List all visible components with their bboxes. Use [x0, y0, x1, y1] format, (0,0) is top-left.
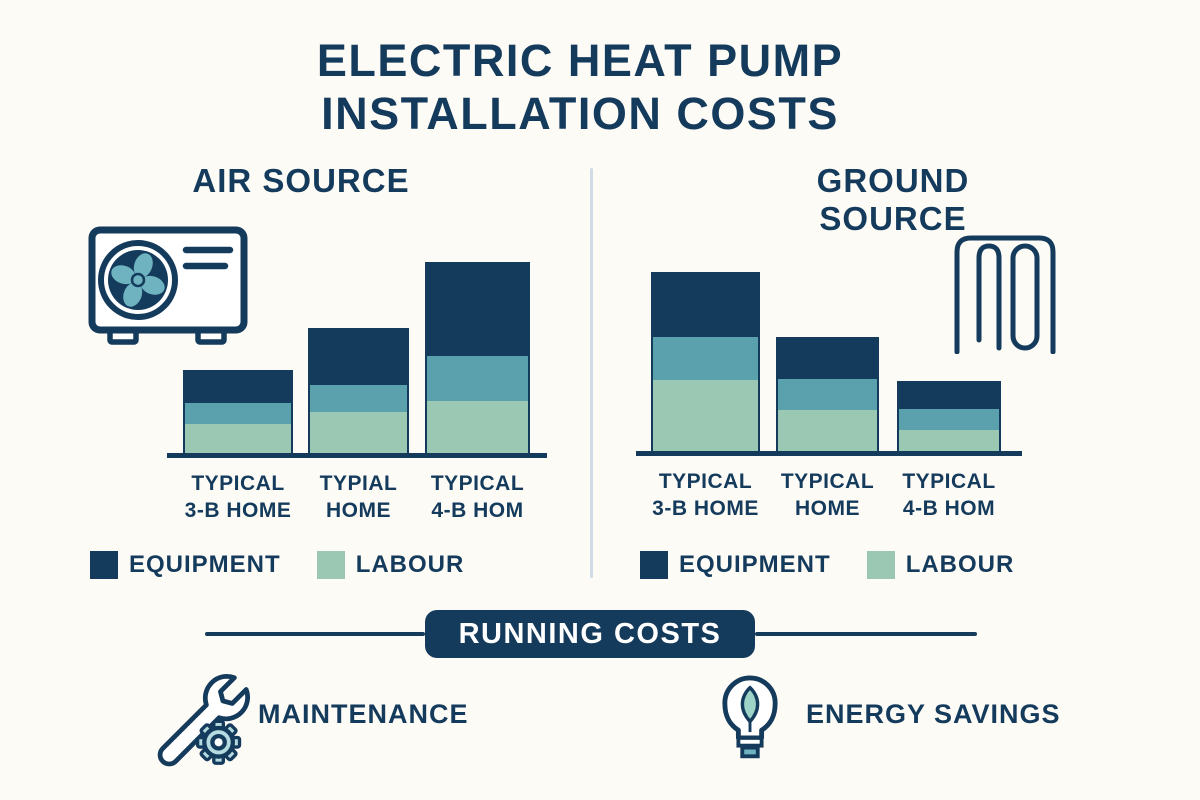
labour-swatch-icon	[866, 551, 895, 579]
bar-category-label: TYPICAL 4-B HOM	[902, 470, 996, 520]
legend-item-equipment: EQUIPMENT	[90, 551, 281, 579]
bar-category-label: TYPIAL HOME	[319, 472, 398, 522]
bar-segment-mid-unlabeled	[310, 385, 407, 413]
ground-source-chart: TYPICAL 3-B HOME TYPICAL HOME TYPICAL 4-B HOM	[636, 260, 1022, 520]
bar-segment-equipment	[427, 264, 528, 357]
bar-segment-equipment	[653, 274, 758, 337]
equipment-legend-label: EQUIPMENT	[679, 551, 831, 578]
energy-savings-label: ENERGY SAVINGS	[806, 699, 1061, 729]
running-costs-banner: RUNNING COSTS	[425, 610, 755, 658]
bar-segment-mid-unlabeled	[185, 403, 291, 425]
bar-segment-equipment	[899, 383, 999, 409]
legend-item-equipment: EQUIPMENT	[640, 551, 831, 579]
bar-segment-labour	[185, 424, 291, 455]
bar-segment-mid-unlabeled	[427, 356, 528, 402]
stacked-bar	[651, 272, 760, 454]
labour-swatch-icon	[316, 551, 345, 579]
air-source-heat-pump-icon	[88, 226, 248, 345]
bar-segment-mid-unlabeled	[778, 378, 877, 410]
bar-segment-labour	[899, 430, 999, 452]
air-source-legend: EQUIPMENT LABOUR	[90, 551, 464, 579]
stacked-bar	[308, 328, 409, 456]
ground-source-legend: EQUIPMENT LABOUR	[640, 551, 1014, 579]
bar-category-label: TYPICAL 3-B HOME	[184, 472, 292, 522]
bar-segment-equipment	[310, 330, 407, 386]
maintenance-label: MAINTENANCE	[258, 699, 469, 729]
bar-segment-equipment	[185, 372, 291, 404]
ground-loop-pipes-icon	[954, 235, 1056, 354]
bar-segment-mid-unlabeled	[899, 408, 999, 431]
bar-category-label: TYPICAL 3-B HOME	[652, 470, 759, 520]
bar-segment-labour	[427, 401, 528, 454]
bar-segment-labour	[778, 409, 877, 452]
air-source-chart: TYPICAL 3-B HOME TYPIAL HOME TYPICAL 4-B HOM	[167, 260, 547, 522]
stacked-bar	[425, 262, 530, 456]
stacked-bar	[183, 370, 293, 456]
bar-segment-labour	[653, 379, 758, 452]
bar-segment-mid-unlabeled	[653, 336, 758, 380]
labour-legend-label: LABOUR	[355, 551, 465, 578]
labour-legend-label: LABOUR	[905, 551, 1015, 578]
bar-category-label: TYPICAL 4-B HOM	[430, 472, 525, 522]
legend-item-labour: LABOUR	[316, 551, 465, 579]
running-costs-right-rule	[755, 632, 977, 636]
air-source-heading: AIR SOURCE	[192, 162, 410, 199]
wrench-gear-icon	[157, 674, 250, 767]
equipment-swatch-icon	[90, 551, 118, 579]
equipment-swatch-icon	[640, 551, 668, 579]
bar-segment-labour	[310, 412, 407, 454]
stacked-bar	[776, 337, 879, 454]
page-title-line-1: ELECTRIC HEAT PUMP	[316, 35, 844, 86]
bar-segment-equipment	[778, 339, 877, 379]
ground-source-heading: GROUND SOURCE	[816, 162, 970, 237]
page-title: ELECTRIC HEAT PUMP INSTALLATION COSTS	[0, 34, 1160, 140]
chart-baseline	[167, 453, 547, 458]
equipment-legend-label: EQUIPMENT	[129, 551, 281, 578]
stacked-bar	[897, 381, 1001, 454]
running-costs-left-rule	[205, 632, 425, 636]
chart-baseline	[636, 451, 1022, 456]
bar-category-label: TYPICAL HOME	[780, 470, 875, 520]
leaf-bulb-icon	[722, 675, 778, 759]
legend-item-labour: LABOUR	[866, 551, 1015, 579]
section-divider	[590, 168, 593, 578]
running-costs-banner-label: RUNNING COSTS	[458, 617, 722, 650]
page-title-line-2: INSTALLATION COSTS	[321, 88, 839, 139]
